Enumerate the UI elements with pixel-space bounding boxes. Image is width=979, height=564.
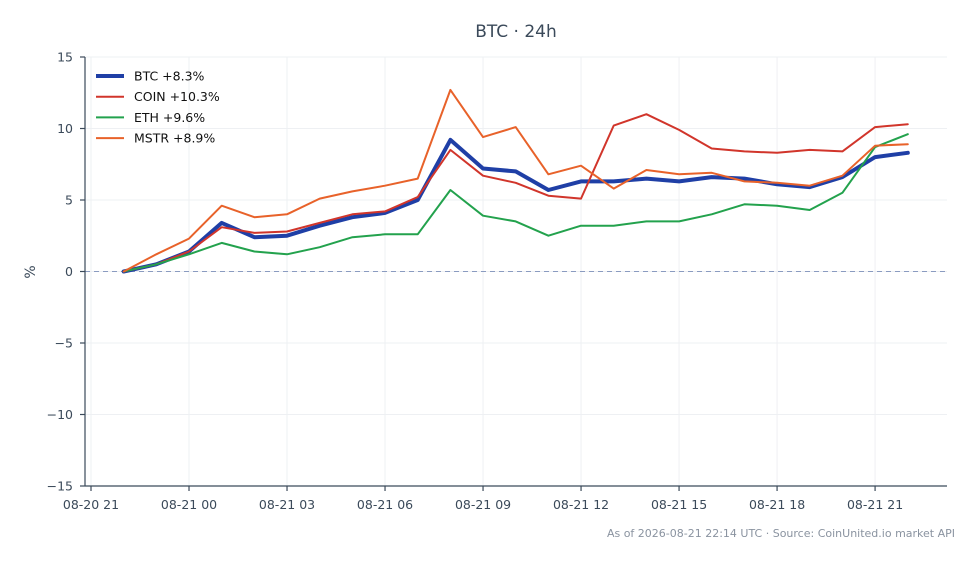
x-tick-label: 08-21 09 — [455, 497, 511, 512]
series-line-btc — [121, 137, 910, 274]
x-tick-label: 08-21 21 — [847, 497, 903, 512]
y-tick-label: 15 — [57, 50, 73, 65]
y-tick-label: −15 — [47, 479, 73, 494]
series-lines — [121, 88, 910, 274]
series-line-mstr — [122, 88, 909, 273]
x-tick-label: 08-21 18 — [749, 497, 805, 512]
legend: BTC +8.3% COIN +10.3% ETH +9.6% MSTR +8.9% — [96, 69, 220, 146]
x-tick-label: 08-20 21 — [63, 497, 119, 512]
y-tick-label: −10 — [47, 407, 73, 422]
legend-label: COIN +10.3% — [134, 89, 220, 104]
x-tick-label: 08-21 03 — [259, 497, 315, 512]
y-tick-label: −5 — [55, 336, 73, 351]
x-tick-label: 08-21 00 — [161, 497, 217, 512]
axes: 15 10 5 0 −5 −10 −15 08-20 21 08-21 00 08-21 03 08… — [47, 50, 947, 512]
legend-label: MSTR +8.9% — [134, 131, 215, 146]
legend-label: BTC +8.3% — [134, 69, 205, 84]
series-line-eth — [122, 133, 909, 273]
chart-title: BTC · 24h — [475, 22, 557, 42]
x-tick-label: 08-21 12 — [553, 497, 609, 512]
y-tick-label: 5 — [65, 193, 73, 208]
source-note: As of 2026-08-21 22:14 UTC · Source: Coi… — [607, 527, 955, 540]
y-axis-label: % — [23, 265, 39, 278]
y-tick-label: 0 — [65, 264, 73, 279]
x-tick-label: 08-21 15 — [651, 497, 707, 512]
x-tick-label: 08-21 06 — [357, 497, 413, 512]
y-tick-label: 10 — [57, 121, 73, 136]
series-line-coin — [122, 113, 909, 273]
legend-label: ETH +9.6% — [134, 110, 205, 125]
